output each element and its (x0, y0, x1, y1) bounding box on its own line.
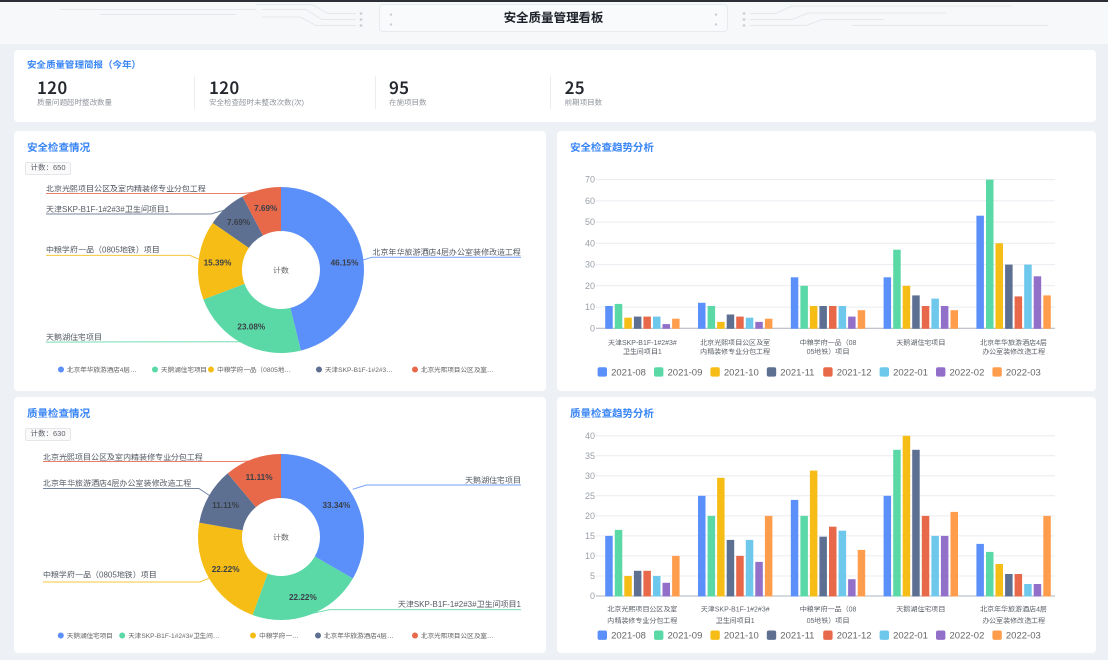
svg-text:2021-12: 2021-12 (837, 367, 872, 378)
svg-text:中粮学府一品（0805地铁）项目: 中粮学府一品（0805地铁）项目 (43, 570, 157, 580)
svg-text:22.22%: 22.22% (289, 593, 317, 602)
svg-text:2021-09: 2021-09 (668, 631, 703, 642)
svg-text:11.11%: 11.11% (246, 473, 274, 482)
svg-text:33.34%: 33.34% (323, 501, 351, 510)
svg-text:卫生间项目1: 卫生间项目1 (623, 347, 662, 356)
svg-text:2022-03: 2022-03 (1006, 631, 1041, 642)
svg-text:7.69%: 7.69% (227, 218, 251, 227)
svg-text:中粮学府一品（08: 中粮学府一品（08 (800, 605, 857, 614)
svg-text:2021-11: 2021-11 (780, 631, 814, 642)
svg-text:2022-01: 2022-01 (893, 631, 928, 642)
svg-text:天津SKP-B1F-1#2#3#卫生间项目1: 天津SKP-B1F-1#2#3#卫生间项目1 (46, 205, 170, 214)
svg-text:15.39%: 15.39% (204, 258, 232, 267)
svg-text:2021-12: 2021-12 (837, 631, 872, 642)
svg-text:30: 30 (585, 260, 595, 270)
svg-text:天津SKP-B1F-1#2#3#卫生间项目1: 天津SKP-B1F-1#2#3#卫生间项目1 (398, 600, 522, 609)
svg-text:10: 10 (585, 551, 595, 561)
svg-text:北京年华旅游酒店4层…: 北京年华旅游酒店4层… (67, 365, 137, 374)
svg-text:天津SKP-B1F-1#2#3#: 天津SKP-B1F-1#2#3# (701, 606, 770, 614)
svg-text:2021-08: 2021-08 (611, 367, 646, 378)
svg-text:10: 10 (585, 302, 595, 312)
svg-text:北京年华旅游酒店4层办公室装修改造工程: 北京年华旅游酒店4层办公室装修改造工程 (373, 247, 521, 257)
svg-text:05地铁）项目: 05地铁）项目 (807, 616, 850, 625)
svg-text:天津SKP-B1F-1#2#3…: 天津SKP-B1F-1#2#3… (325, 366, 393, 374)
svg-text:内精装修专业分包工程: 内精装修专业分包工程 (700, 347, 770, 356)
svg-text:40: 40 (585, 238, 595, 248)
svg-text:内精装修专业分包工程: 内精装修专业分包工程 (607, 616, 677, 625)
svg-text:计数: 计数 (273, 533, 290, 542)
svg-text:22.22%: 22.22% (212, 565, 240, 574)
svg-text:20: 20 (585, 511, 595, 521)
svg-text:北京年华旅游酒店4层: 北京年华旅游酒店4层 (980, 605, 1047, 614)
svg-text:北京年华旅游酒店4层…: 北京年华旅游酒店4层… (324, 631, 394, 640)
svg-text:2021-10: 2021-10 (724, 367, 759, 378)
svg-text:2022-02: 2022-02 (950, 631, 985, 642)
svg-text:中粮学府一品（08: 中粮学府一品（08 (800, 338, 857, 347)
svg-text:5: 5 (590, 571, 595, 581)
svg-text:50: 50 (585, 217, 595, 227)
svg-text:2022-03: 2022-03 (1006, 367, 1041, 378)
svg-text:40: 40 (585, 431, 595, 441)
svg-text:05地铁）项目: 05地铁）项目 (807, 347, 850, 356)
svg-text:0: 0 (590, 323, 595, 333)
svg-text:办公室装修改造工程: 办公室装修改造工程 (982, 347, 1045, 356)
svg-text:2021-11: 2021-11 (780, 367, 814, 378)
svg-text:天津SKP-B1F-1#2#3#: 天津SKP-B1F-1#2#3# (608, 339, 677, 347)
svg-text:35: 35 (585, 451, 595, 461)
svg-text:北京年华旅游酒店4层办公室装修改造工程: 北京年华旅游酒店4层办公室装修改造工程 (43, 478, 191, 488)
svg-text:天鹅湖住宅项目: 天鹅湖住宅项目 (896, 338, 945, 347)
svg-text:15: 15 (585, 531, 595, 541)
svg-text:北京年华旅游酒店4层: 北京年华旅游酒店4层 (980, 338, 1047, 347)
svg-text:天津SKP-B1F-1#2#3#卫生间…: 天津SKP-B1F-1#2#3#卫生间… (128, 632, 219, 640)
svg-text:2022-02: 2022-02 (950, 367, 985, 378)
svg-text:办公室装修改造工程: 办公室装修改造工程 (982, 616, 1045, 625)
svg-text:46.15%: 46.15% (331, 258, 359, 267)
svg-text:天鹅湖住宅项目: 天鹅湖住宅项目 (46, 332, 102, 342)
svg-text:30: 30 (585, 471, 595, 481)
svg-text:25: 25 (585, 491, 595, 501)
svg-text:中粮学府一品（0805地…: 中粮学府一品（0805地… (217, 365, 291, 374)
svg-text:2022-01: 2022-01 (893, 367, 928, 378)
svg-text:天鹅湖住宅项目: 天鹅湖住宅项目 (896, 605, 945, 614)
svg-text:北京光熙项目公区及室内精装修专业分包工程: 北京光熙项目公区及室内精装修专业分包工程 (43, 452, 203, 462)
svg-text:北京光熙项目公区及室内精装修专业分包工程: 北京光熙项目公区及室内精装修专业分包工程 (46, 183, 206, 193)
svg-text:北京光熙项目公区及室…: 北京光熙项目公区及室… (421, 365, 494, 374)
svg-text:天鹅湖住宅项目: 天鹅湖住宅项目 (67, 631, 113, 640)
svg-text:计数: 计数 (273, 266, 290, 275)
svg-text:天鹅湖住宅项目: 天鹅湖住宅项目 (465, 475, 521, 485)
svg-text:23.08%: 23.08% (237, 323, 265, 332)
svg-text:2021-08: 2021-08 (611, 631, 646, 642)
svg-text:7.69%: 7.69% (254, 204, 278, 213)
svg-text:卫生间项目1: 卫生间项目1 (716, 616, 755, 625)
svg-text:中粮学府一…: 中粮学府一… (259, 631, 299, 640)
svg-text:北京光熙项目公区及室: 北京光熙项目公区及室 (700, 338, 770, 347)
svg-text:中粮学府一品（0805地铁）项目: 中粮学府一品（0805地铁）项目 (46, 245, 160, 255)
svg-text:2021-10: 2021-10 (724, 631, 759, 642)
svg-text:70: 70 (585, 175, 595, 185)
svg-text:北京光熙项目公区及室: 北京光熙项目公区及室 (607, 605, 677, 614)
svg-text:0: 0 (590, 591, 595, 601)
svg-text:20: 20 (585, 281, 595, 291)
svg-text:60: 60 (585, 196, 595, 206)
svg-text:北京光熙项目公区及室…: 北京光熙项目公区及室… (421, 631, 494, 640)
svg-text:天鹅湖住宅项目: 天鹅湖住宅项目 (161, 365, 207, 374)
svg-text:11.11%: 11.11% (212, 501, 240, 510)
svg-text:2021-09: 2021-09 (668, 367, 703, 378)
